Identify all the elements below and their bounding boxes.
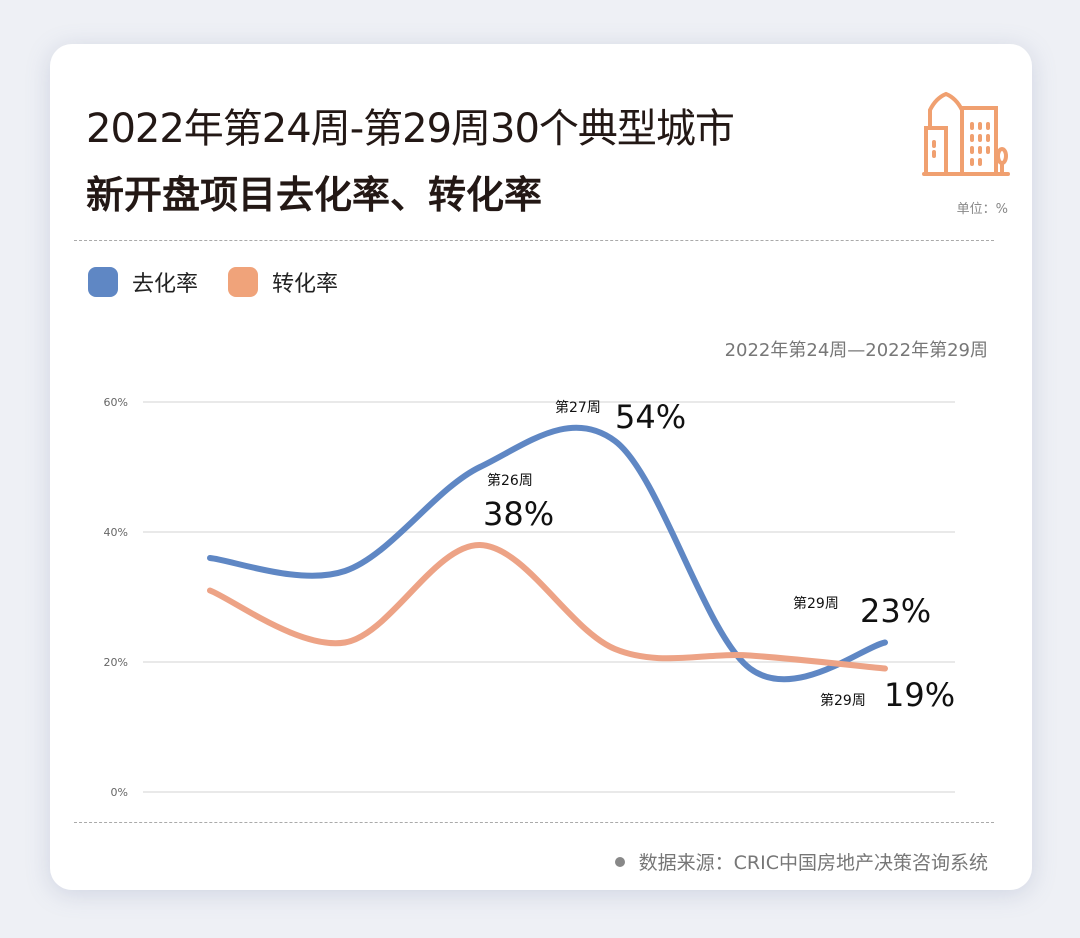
bullet-dot-icon <box>614 856 625 867</box>
y-tick-label: 60% <box>104 396 128 409</box>
data-label-week: 第27周 <box>555 399 601 416</box>
data-label-value: 23% <box>860 592 931 630</box>
source-note: 数据来源：CRIC中国房地产决策咨询系统 <box>614 848 988 875</box>
source-text: 数据来源：CRIC中国房地产决策咨询系统 <box>638 852 988 874</box>
city-buildings-icon <box>922 91 1010 176</box>
chart-subtitle: 新开盘项目去化率、转化率 <box>86 173 543 217</box>
legend-label: 去化率 <box>132 272 199 297</box>
data-label-value: 19% <box>884 676 955 714</box>
chart-title: 2022年第24周-第29周30个典型城市 <box>86 106 735 152</box>
legend: 去化率 转化率 <box>88 266 338 298</box>
data-label-week: 第29周 <box>820 692 866 709</box>
legend-label: 转化率 <box>272 272 339 297</box>
y-tick-label: 20% <box>104 656 128 669</box>
chart-card: 2022年第24周-第29周30个典型城市 新开盘项目去化率、转化率 单位：% … <box>50 44 1032 890</box>
legend-item-sell-through: 去化率 <box>88 266 198 298</box>
legend-swatch-orange <box>228 267 259 297</box>
divider-top <box>74 240 994 241</box>
series-line-1 <box>207 541 888 672</box>
divider-bottom <box>74 822 994 823</box>
y-tick-label: 0% <box>111 786 128 799</box>
data-label-week: 第26周 <box>487 472 533 489</box>
series-line-0 <box>207 424 888 683</box>
date-range-label: 2022年第24周—2022年第29周 <box>724 340 988 361</box>
data-label-value: 54% <box>615 398 686 436</box>
data-label-value: 38% <box>483 495 554 533</box>
legend-swatch-blue <box>88 267 118 297</box>
y-tick-label: 40% <box>104 526 128 539</box>
unit-label: 单位：% <box>956 202 1008 217</box>
data-label-week: 第29周 <box>793 595 839 612</box>
legend-item-conversion: 转化率 <box>228 266 338 298</box>
